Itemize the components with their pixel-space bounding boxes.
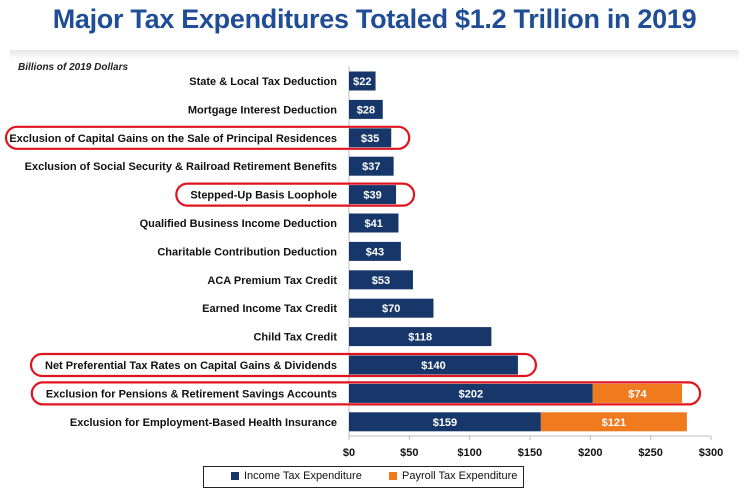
data-label: $118 — [408, 332, 432, 344]
bar-income — [349, 185, 397, 205]
legend-swatch-payroll — [389, 472, 397, 480]
bar-income — [349, 71, 376, 91]
category-label: Exclusion for Pensions & Retirement Savi… — [46, 388, 337, 400]
highlight-outline — [4, 125, 411, 150]
bar-income — [349, 412, 541, 432]
data-label: $159 — [433, 417, 457, 429]
category-label: Exclusion for Employment-Based Health In… — [70, 417, 337, 429]
bar-income — [349, 270, 413, 290]
data-label: $70 — [382, 303, 400, 315]
category-label: ACA Premium Tax Credit — [207, 275, 337, 287]
highlight-outline — [175, 182, 416, 207]
bar-income — [349, 128, 392, 148]
category-label: Qualified Business Income Deduction — [140, 218, 338, 230]
data-label: $121 — [602, 417, 626, 429]
units-label: Billions of 2019 Dollars — [18, 62, 129, 73]
legend-label-payroll: Payroll Tax Expenditure — [402, 470, 518, 482]
x-tick-label: $0 — [343, 447, 355, 459]
data-label: $39 — [363, 190, 381, 202]
x-tick-label: $200 — [578, 447, 602, 459]
legend-item-income: Income Tax Expenditure — [231, 470, 362, 482]
data-label: $37 — [362, 161, 380, 173]
highlight-outline — [30, 381, 702, 406]
x-tick-label: $300 — [699, 447, 723, 459]
title-divider — [10, 50, 739, 60]
x-tick-label: $150 — [518, 447, 542, 459]
category-label: Charitable Contribution Deduction — [157, 246, 337, 258]
bar-income — [349, 327, 492, 347]
x-tick-label: $250 — [638, 447, 662, 459]
legend-item-payroll: Payroll Tax Expenditure — [389, 470, 517, 482]
bar-payroll — [540, 412, 687, 432]
category-label: State & Local Tax Deduction — [189, 76, 337, 88]
bar-payroll — [592, 383, 683, 403]
bar-income — [349, 241, 401, 261]
category-label: Mortgage Interest Deduction — [188, 104, 337, 116]
bar-income — [349, 298, 434, 318]
data-label: $202 — [459, 388, 483, 400]
x-tick-label: $50 — [400, 447, 418, 459]
data-label: $43 — [366, 246, 384, 258]
data-label: $140 — [421, 360, 445, 372]
category-label: Earned Income Tax Credit — [202, 303, 337, 315]
bar-income — [349, 355, 518, 375]
category-label: Child Tax Credit — [253, 332, 337, 344]
category-label: Stepped-Up Basis Loophole — [190, 190, 337, 202]
data-label: $28 — [357, 104, 375, 116]
category-label: Exclusion of Capital Gains on the Sale o… — [9, 133, 337, 145]
bar-income — [349, 99, 383, 119]
bar-income — [349, 213, 399, 233]
bar-income — [349, 156, 394, 176]
category-label: Net Preferential Tax Rates on Capital Ga… — [45, 360, 337, 372]
data-label: $35 — [361, 133, 379, 145]
page-title: Major Tax Expenditures Totaled $1.2 Tril… — [52, 4, 697, 34]
x-tick-label: $100 — [457, 447, 481, 459]
data-label: $53 — [372, 275, 390, 287]
legend-swatch-income — [231, 472, 239, 480]
data-label: $74 — [628, 388, 647, 400]
data-label: $41 — [365, 218, 383, 230]
legend: Income Tax Expenditure Payroll Tax Expen… — [203, 466, 524, 488]
data-label: $22 — [353, 76, 371, 88]
bar-income — [349, 383, 593, 403]
legend-label-income: Income Tax Expenditure — [244, 470, 362, 482]
highlight-outline — [29, 352, 538, 378]
category-label: Exclusion of Social Security & Railroad … — [25, 161, 337, 173]
